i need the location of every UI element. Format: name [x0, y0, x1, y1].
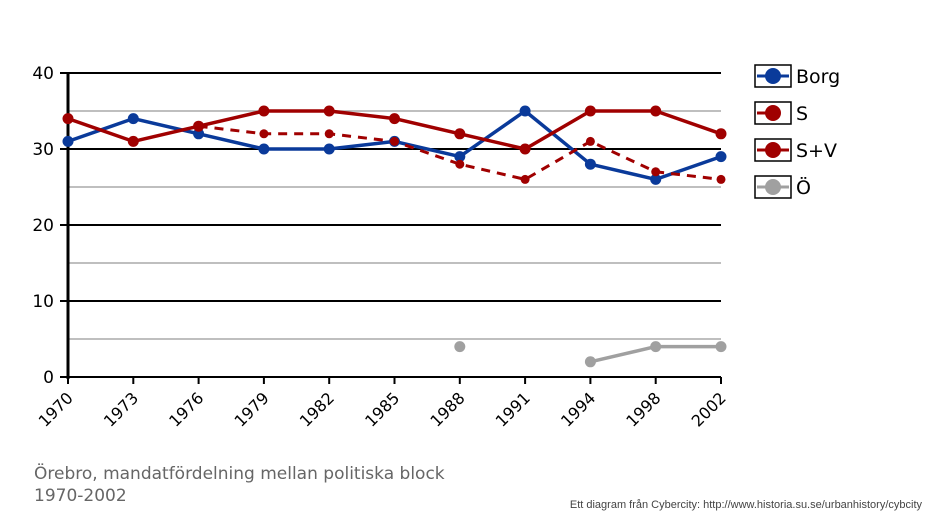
- legend-marker: [765, 179, 781, 195]
- y-tick-label: 30: [32, 140, 54, 160]
- data-point-S: [259, 129, 269, 139]
- x-tick-label: 1994: [557, 388, 599, 430]
- data-point-Borg: [323, 143, 335, 155]
- x-tick-label: 1988: [426, 388, 468, 430]
- x-tick-label: 1982: [296, 388, 338, 430]
- data-point-S+V: [389, 113, 400, 125]
- data-point-Borg: [62, 135, 74, 147]
- y-tick-label: 20: [32, 216, 54, 236]
- data-point-Ö: [454, 341, 466, 353]
- legend-marker: [765, 68, 781, 84]
- data-point-S: [585, 136, 595, 146]
- series-line-S: [198, 124, 722, 181]
- data-point-Borg: [454, 151, 466, 163]
- data-point-S+V: [519, 143, 531, 155]
- data-point-Borg: [584, 158, 596, 170]
- x-tick-label: 1998: [622, 388, 664, 430]
- data-point-S+V: [715, 128, 727, 140]
- y-tick-label: 10: [32, 292, 54, 312]
- data-point-S+V: [584, 105, 596, 117]
- data-point-S+V: [62, 113, 74, 125]
- data-point-S: [716, 174, 726, 184]
- data-point-Ö: [584, 356, 596, 368]
- data-point-Borg: [258, 143, 270, 155]
- x-tick-label: 1976: [165, 388, 207, 430]
- x-tick-label: 1979: [231, 388, 273, 430]
- data-point-Borg: [193, 128, 205, 140]
- credit-text: Ett diagram från Cybercity: http://www.h…: [569, 499, 922, 511]
- data-point-Borg: [650, 173, 662, 185]
- y-tick-label: 0: [43, 368, 54, 388]
- data-point-S+V: [127, 135, 139, 147]
- data-point-Borg: [519, 105, 531, 117]
- x-tick-label: 1970: [35, 388, 77, 430]
- legend-label: S: [796, 103, 808, 125]
- legend-label: S+V: [796, 140, 837, 162]
- data-point-S+V: [323, 105, 335, 117]
- data-point-Ö: [650, 341, 662, 353]
- legend-label: Ö: [796, 176, 811, 199]
- data-point-Ö: [715, 341, 727, 353]
- x-tick-label: 1973: [100, 388, 142, 430]
- data-point-S+V: [193, 120, 205, 132]
- x-tick-label: 1985: [361, 388, 403, 430]
- y-tick-label: 40: [32, 64, 54, 84]
- legend-label: Borg: [796, 66, 840, 88]
- data-point-Borg: [715, 151, 727, 163]
- x-tick-label: 1991: [492, 388, 534, 430]
- data-point-S+V: [258, 105, 270, 117]
- data-point-S: [455, 159, 465, 169]
- data-point-S+V: [650, 105, 662, 117]
- data-point-S: [390, 136, 399, 146]
- legend-marker: [765, 105, 781, 121]
- data-point-S: [651, 167, 661, 177]
- legend-marker: [765, 142, 781, 158]
- x-tick-label: 2002: [688, 388, 730, 430]
- chart-caption: Örebro, mandatfördelning mellan politisk…: [34, 464, 445, 506]
- data-point-S: [324, 129, 334, 139]
- data-point-S: [520, 174, 530, 184]
- data-point-S+V: [454, 128, 466, 140]
- data-point-Borg: [127, 113, 139, 125]
